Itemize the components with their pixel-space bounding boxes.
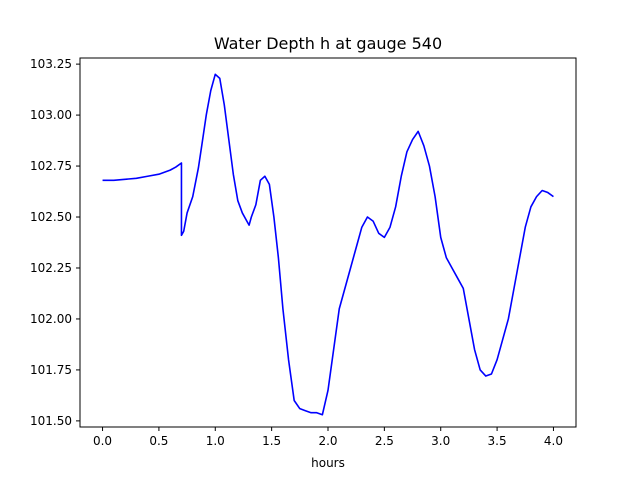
x-tick-label: 0.5 — [149, 434, 168, 448]
x-axis-ticks: 0.0 0.5 1.0 1.5 2.0 2.5 3.0 3.5 4.0 — [93, 427, 563, 448]
x-tick-label: 4.0 — [544, 434, 563, 448]
y-tick-label: 101.50 — [30, 414, 72, 428]
series-line — [102, 73, 554, 416]
y-axis-ticks: 101.50 101.75 102.00 102.25 102.50 102.75 103.… — [30, 57, 80, 428]
x-tick-label: 2.0 — [318, 434, 337, 448]
x-tick-label: 2.5 — [375, 434, 394, 448]
plot-area — [102, 73, 554, 416]
x-tick-label: 3.0 — [431, 434, 450, 448]
y-tick-label: 103.25 — [30, 57, 72, 71]
y-tick-label: 102.00 — [30, 312, 72, 326]
x-tick-label: 1.5 — [262, 434, 281, 448]
x-tick-label: 3.5 — [488, 434, 507, 448]
y-tick-label: 102.50 — [30, 210, 72, 224]
y-tick-label: 102.75 — [30, 159, 72, 173]
y-tick-label: 102.25 — [30, 261, 72, 275]
axes-frame — [79, 57, 577, 428]
chart-title: Water Depth h at gauge 540 — [214, 34, 442, 53]
x-tick-label: 0.0 — [93, 434, 112, 448]
y-tick-label: 103.00 — [30, 108, 72, 122]
x-axis-label: hours — [311, 456, 345, 470]
x-tick-label: 1.0 — [206, 434, 225, 448]
y-tick-label: 101.75 — [30, 363, 72, 377]
